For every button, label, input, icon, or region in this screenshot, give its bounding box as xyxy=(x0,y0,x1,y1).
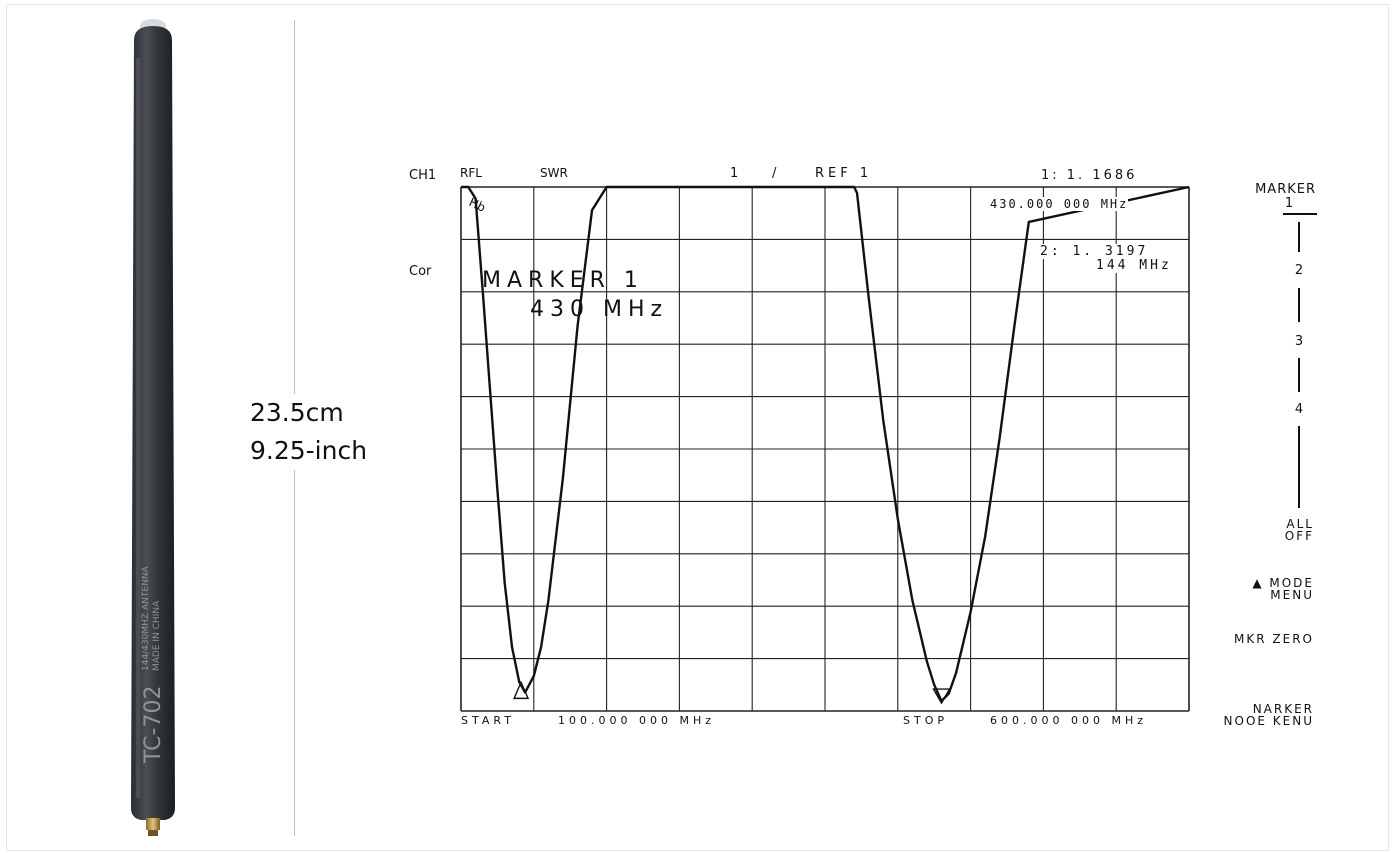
hold-indicator: Hb xyxy=(467,195,488,215)
chart-plot xyxy=(461,185,1190,703)
stop-frequency: 600.000 000 MHz xyxy=(990,714,1148,727)
rfl-label: RFL xyxy=(460,166,482,180)
marker-2-symbol xyxy=(512,680,530,700)
swr-label: SWR xyxy=(540,166,568,180)
menu-separator xyxy=(1298,288,1300,322)
marker-mode-line1: NARKER xyxy=(1252,702,1314,716)
menu-separator xyxy=(1298,222,1300,252)
scale-number: 1 xyxy=(730,166,739,181)
marker-softkey-3[interactable]: 3 xyxy=(1294,334,1306,349)
marker2-readout: 2: 1. 3197 xyxy=(1040,244,1149,259)
scale-slash: / xyxy=(772,166,777,181)
scale-ref: REF 1 xyxy=(815,166,873,181)
swr-trace xyxy=(461,185,1190,703)
marker-softkey-4[interactable]: 4 xyxy=(1294,402,1306,417)
chart-grid xyxy=(460,186,1190,712)
cor-label: Cor xyxy=(409,264,432,279)
antenna-origin-text: MADE IN CHINA xyxy=(152,600,162,671)
marker1-frequency: 430.000 000 MHz xyxy=(990,197,1129,211)
swr-chart: Hb xyxy=(460,185,1190,712)
marker2-frequency: 144 MHz xyxy=(1096,258,1172,273)
marker-softkey-1[interactable]: 1 xyxy=(1284,196,1296,211)
marker1-readout: 1: 1. 1686 xyxy=(1041,168,1138,183)
menu-separator xyxy=(1298,426,1300,508)
mode-menu-line2: MENU xyxy=(1270,588,1314,602)
all-off-softkey[interactable]: ALL OFF xyxy=(1260,518,1314,542)
start-label: START xyxy=(461,714,515,727)
antenna-printed-label: TC-702 144/430MHZ ANTENNA MADE IN CHINA xyxy=(141,566,166,764)
all-off-line1: ALL xyxy=(1286,517,1314,531)
all-off-line2: OFF xyxy=(1284,529,1314,543)
chart-markers xyxy=(512,680,951,705)
length-inch: 9.25-inch xyxy=(250,436,368,465)
antenna-band-text: 144/430MHZ ANTENNA xyxy=(141,566,151,671)
overlay-marker-frequency: 430 MHz xyxy=(530,297,669,322)
overlay-marker-title: MARKER 1 xyxy=(482,268,644,293)
channel-label: CH1 xyxy=(409,168,437,183)
dimension-label: 23.5cm 9.25-inch xyxy=(250,394,400,470)
marker-mode-menu-softkey[interactable]: NARKER NOOE KENU xyxy=(1200,703,1314,727)
stop-label: STOP xyxy=(903,714,948,727)
marker-menu-title: MARKER xyxy=(1255,182,1316,197)
length-cm: 23.5cm xyxy=(250,398,344,427)
mode-menu-line1: ▲ MODE xyxy=(1252,576,1314,590)
antenna-image: TC-702 144/430MHZ ANTENNA MADE IN CHINA xyxy=(131,19,175,836)
antenna-model-text: TC-702 xyxy=(141,686,166,764)
marker-softkey-2[interactable]: 2 xyxy=(1294,263,1306,278)
mkr-zero-softkey[interactable]: MKR ZERO xyxy=(1234,632,1314,646)
mode-menu-softkey[interactable]: ▲ MODE MENU xyxy=(1220,577,1314,601)
menu-underline xyxy=(1283,213,1317,215)
menu-separator xyxy=(1298,358,1300,392)
marker-mode-line2: NOOE KENU xyxy=(1223,714,1314,728)
marker-1-symbol xyxy=(932,688,951,705)
image-frame xyxy=(6,4,1389,851)
start-frequency: 100.000 000 MHz xyxy=(558,714,716,727)
